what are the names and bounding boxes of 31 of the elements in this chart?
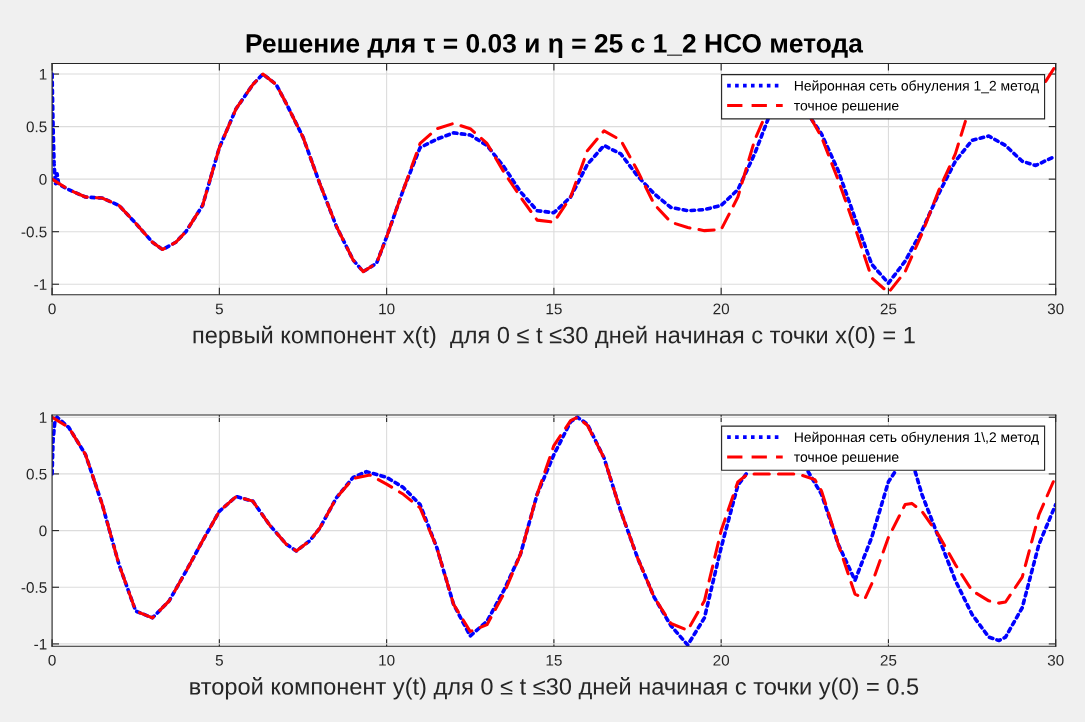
y-tick-label: 0.5 <box>26 121 47 133</box>
y-tick-label: -1 <box>34 638 47 650</box>
y-tick-label: -0.5 <box>21 226 47 238</box>
x-tick-label: 25 <box>880 303 897 315</box>
legend-label: Нейронная сеть обнуления 1\,2 метод <box>794 431 1039 445</box>
x-tick-label: 10 <box>379 654 395 666</box>
y-tick-label: -0.5 <box>21 582 47 593</box>
chart-title: Решение для τ = 0.03 и η = 25 с 1_2 НСО метода <box>246 34 864 58</box>
y-tick-label: 0.5 <box>26 468 47 480</box>
x-tick-label: 10 <box>379 303 395 315</box>
x-tick-label: 20 <box>713 654 730 666</box>
x-axis-title: второй компонент y(t) для 0 ≤ t ≤30 дней начиная с точки y(0) = 0.5 <box>190 677 919 700</box>
x-axis-title: первый компонент x(t) для 0 ≤ t ≤30 дней начиная с точки x(0) = 1 <box>193 325 915 349</box>
legend-label: Нейронная сеть обнуления 1_2 метод <box>794 80 1039 94</box>
x-tick-label: 0 <box>48 654 56 666</box>
x-tick-label: 25 <box>880 654 897 666</box>
y-tick-label: -1 <box>34 279 47 290</box>
legend-label: точное решение <box>794 102 899 114</box>
x-tick-label: 30 <box>1047 303 1064 315</box>
x-tick-label: 20 <box>713 303 730 315</box>
x-tick-label: 5 <box>215 303 223 315</box>
y-tick-label: 1 <box>39 69 47 80</box>
x-tick-label: 5 <box>215 655 223 666</box>
x-tick-label: 15 <box>546 655 562 666</box>
y-tick-label: 0 <box>39 525 47 537</box>
x-tick-label: 0 <box>48 303 56 315</box>
x-tick-label: 15 <box>546 303 562 315</box>
y-tick-label: 0 <box>39 174 47 185</box>
legend-label: точное решение <box>794 454 899 465</box>
y-tick-label: 1 <box>39 412 47 423</box>
x-tick-label: 30 <box>1047 654 1064 666</box>
